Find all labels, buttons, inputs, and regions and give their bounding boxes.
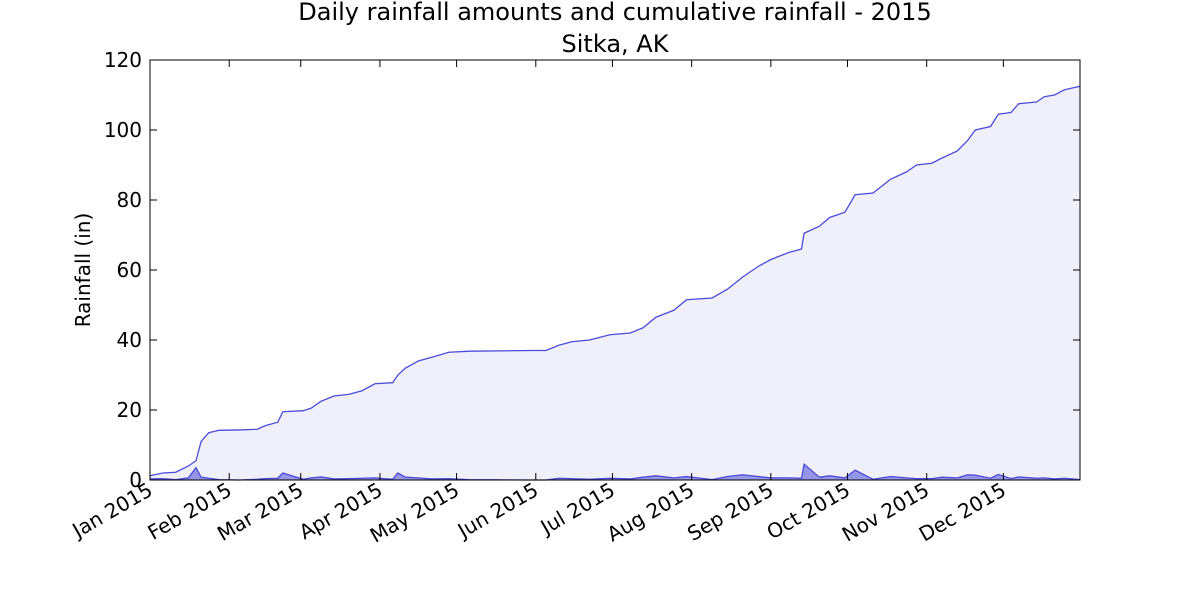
- x-tick-label: Jun 2015: [452, 478, 542, 544]
- x-tick-label: Oct 2015: [762, 478, 854, 545]
- x-tick-label: Nov 2015: [838, 478, 933, 547]
- series-line: [149, 463, 1081, 481]
- y-tick-label: 0: [129, 468, 142, 492]
- y-axis-label: Rainfall (in): [71, 213, 95, 328]
- x-tick-label: Aug 2015: [603, 478, 698, 547]
- y-tick-label: 120: [104, 48, 142, 72]
- area-fill: [150, 86, 1080, 480]
- y-tick-label: 40: [117, 328, 142, 352]
- series-line: [149, 85, 1081, 477]
- chart-subtitle: Sitka, AK: [562, 30, 670, 58]
- y-tick-label: 20: [117, 398, 142, 422]
- x-tick-label: Jan 2015: [66, 478, 156, 544]
- x-tick-label: Sep 2015: [683, 478, 777, 546]
- y-tick-label: 80: [117, 188, 142, 212]
- x-tick-label: Dec 2015: [915, 478, 1010, 547]
- y-tick-label: 100: [104, 118, 142, 142]
- y-tick-label: 60: [117, 258, 142, 282]
- chart-title: Daily rainfall amounts and cumulative ra…: [298, 0, 931, 26]
